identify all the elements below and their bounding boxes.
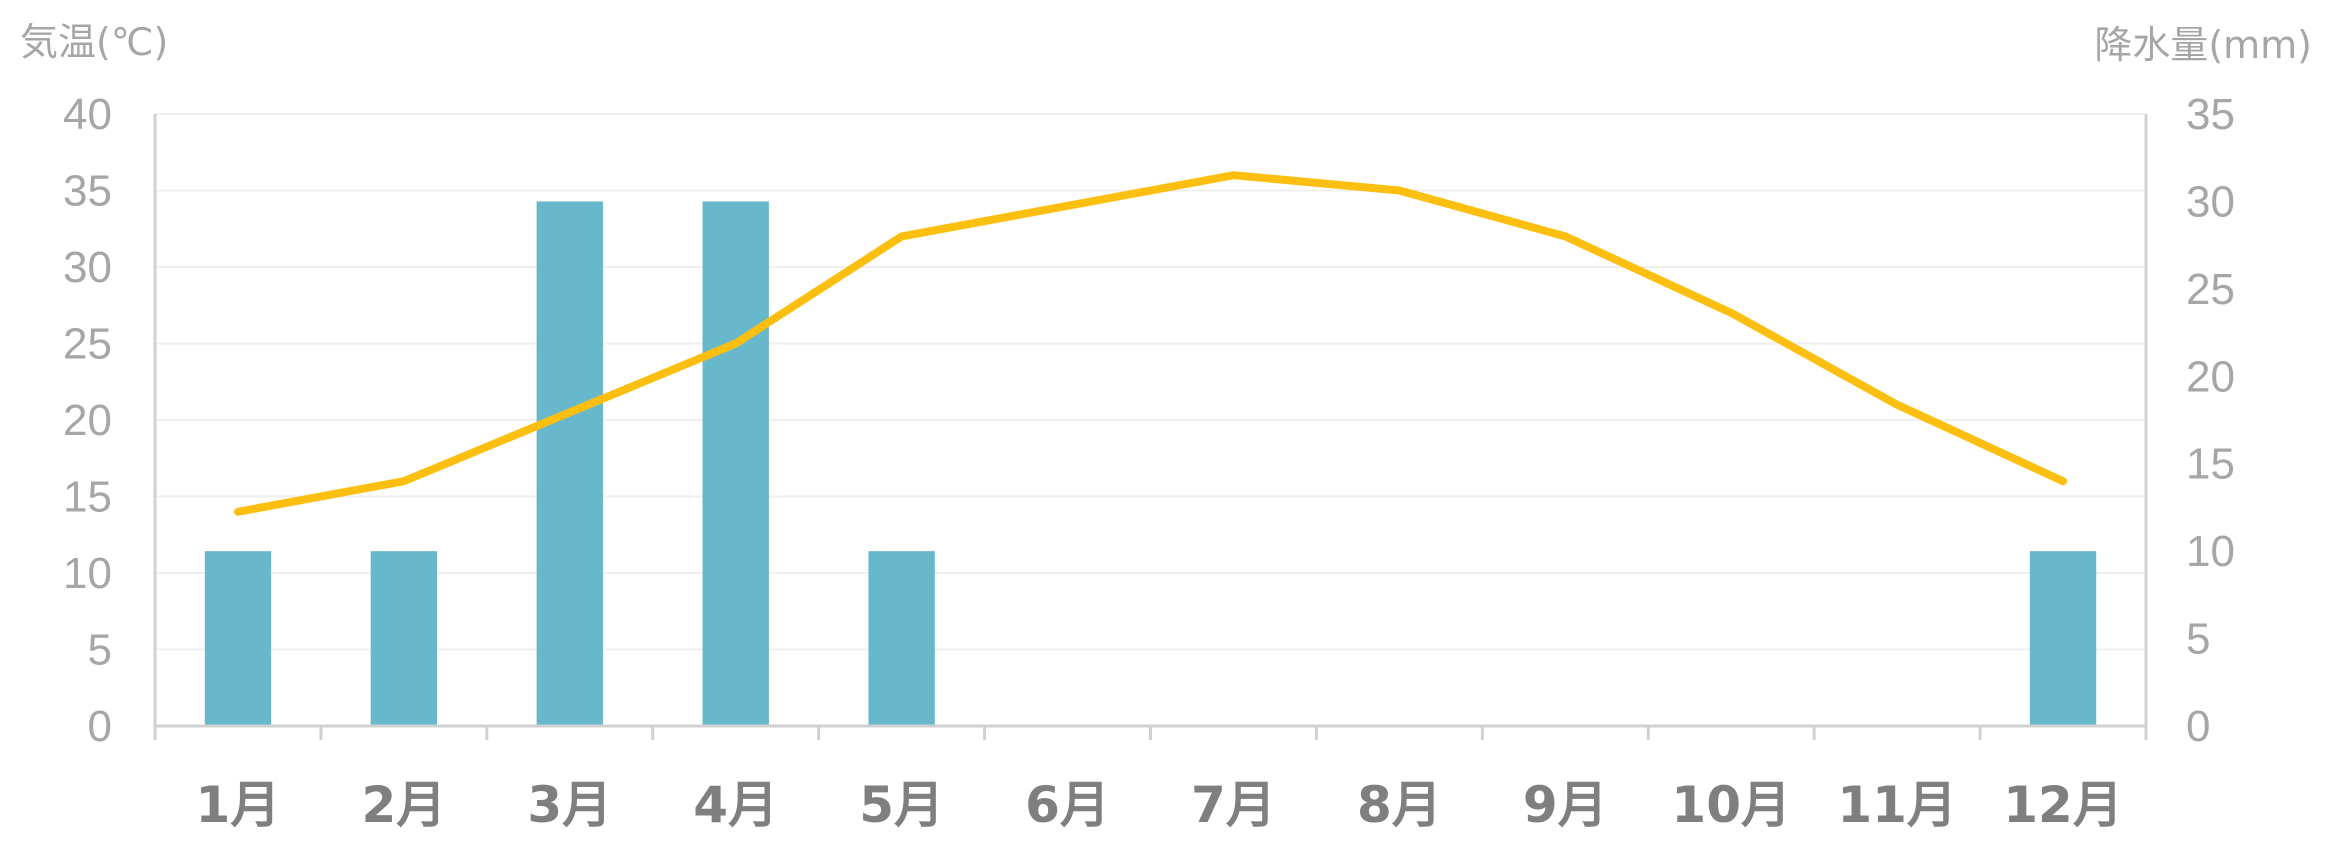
left-tick-label: 20 (63, 396, 112, 445)
precipitation-bar (370, 551, 438, 726)
right-tick-label: 5 (2186, 615, 2210, 664)
left-tick-label: 5 (88, 626, 112, 675)
right-tick-label: 0 (2186, 702, 2210, 751)
right-axis-ticks: 0 5 10 15 20 25 30 35 (2186, 90, 2235, 751)
precipitation-bar (536, 201, 603, 726)
category-label: 10月 (1671, 776, 1791, 834)
precipitation-bars (204, 201, 2097, 726)
left-tick-label: 35 (63, 167, 112, 216)
precipitation-bar (868, 551, 935, 726)
right-axis-title: 降水量(mm) (2094, 23, 2312, 67)
category-label: 9月 (1523, 776, 1608, 834)
category-label: 6月 (1025, 776, 1110, 834)
right-tick-label: 20 (2186, 352, 2235, 401)
precipitation-bar (2029, 551, 2097, 726)
left-axis-title: 気温(℃) (20, 20, 168, 64)
left-tick-label: 30 (63, 243, 112, 292)
left-tick-label: 25 (63, 320, 112, 369)
temperature-line-path (233, 171, 2068, 516)
category-label: 7月 (1191, 776, 1276, 834)
left-tick-label: 10 (63, 549, 112, 598)
category-label: 12月 (2003, 776, 2123, 834)
left-tick-label: 15 (63, 473, 112, 522)
category-labels: 1月 2月 3月 4月 5月 6月 7月 8月 9月 10月 11月 12月 (196, 776, 2123, 834)
precipitation-bar (204, 551, 272, 726)
category-label: 2月 (361, 776, 446, 834)
axes (153, 114, 2148, 740)
left-axis-ticks: 0 5 10 15 20 25 30 35 40 (63, 90, 112, 751)
category-label: 11月 (1837, 776, 1957, 834)
precipitation-bar (702, 201, 769, 726)
category-label: 4月 (693, 776, 778, 834)
right-tick-label: 25 (2186, 265, 2235, 314)
left-tick-label: 0 (88, 702, 112, 751)
right-tick-label: 10 (2186, 527, 2235, 576)
right-tick-label: 30 (2186, 177, 2235, 226)
right-tick-label: 15 (2186, 440, 2235, 489)
left-tick-label: 40 (63, 90, 112, 139)
category-label: 8月 (1357, 776, 1442, 834)
gridlines (155, 113, 2146, 651)
category-label: 5月 (859, 776, 944, 834)
right-tick-label: 35 (2186, 90, 2235, 139)
temperature-line (233, 171, 2068, 516)
category-label: 1月 (196, 776, 281, 834)
category-label: 3月 (527, 776, 612, 834)
